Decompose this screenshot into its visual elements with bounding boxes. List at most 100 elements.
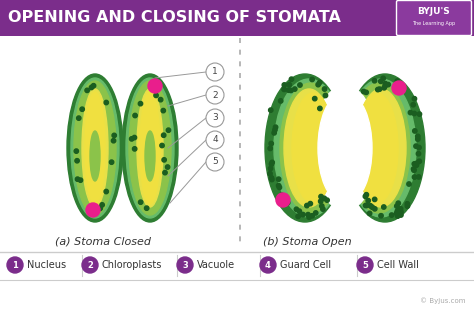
- Circle shape: [375, 87, 380, 92]
- Circle shape: [269, 108, 273, 112]
- Circle shape: [373, 197, 377, 202]
- Ellipse shape: [265, 74, 345, 222]
- Circle shape: [286, 88, 291, 92]
- Circle shape: [392, 81, 406, 95]
- Circle shape: [377, 87, 382, 91]
- Circle shape: [412, 162, 417, 166]
- Circle shape: [269, 162, 273, 166]
- Text: 4: 4: [265, 261, 271, 270]
- Circle shape: [161, 108, 165, 113]
- Text: 1: 1: [12, 261, 18, 270]
- Circle shape: [206, 109, 224, 127]
- Text: © Byjus.com: © Byjus.com: [420, 297, 466, 304]
- Circle shape: [325, 198, 329, 202]
- Circle shape: [89, 85, 94, 90]
- Circle shape: [399, 210, 403, 214]
- Circle shape: [78, 178, 82, 183]
- Circle shape: [268, 166, 273, 171]
- Circle shape: [282, 83, 286, 87]
- Ellipse shape: [318, 95, 364, 201]
- Circle shape: [362, 89, 366, 94]
- Ellipse shape: [137, 89, 163, 207]
- Circle shape: [158, 97, 163, 102]
- Circle shape: [383, 84, 387, 88]
- Circle shape: [357, 257, 373, 273]
- Circle shape: [132, 135, 137, 140]
- Circle shape: [416, 137, 420, 141]
- Circle shape: [395, 214, 400, 218]
- Circle shape: [364, 203, 368, 208]
- Circle shape: [399, 207, 403, 211]
- Circle shape: [390, 213, 394, 217]
- Circle shape: [382, 85, 386, 90]
- Circle shape: [405, 204, 410, 208]
- Circle shape: [322, 196, 327, 201]
- Circle shape: [367, 211, 372, 216]
- Text: 2: 2: [87, 261, 93, 270]
- Ellipse shape: [82, 89, 108, 207]
- Circle shape: [282, 196, 286, 200]
- Circle shape: [74, 149, 79, 153]
- Circle shape: [398, 212, 402, 217]
- Circle shape: [405, 202, 410, 206]
- Ellipse shape: [74, 81, 116, 215]
- Circle shape: [412, 96, 417, 101]
- Circle shape: [162, 158, 166, 162]
- Text: 5: 5: [212, 158, 218, 167]
- Circle shape: [395, 79, 400, 83]
- Circle shape: [401, 84, 405, 89]
- Text: Vacuole: Vacuole: [197, 260, 235, 270]
- Circle shape: [323, 93, 328, 98]
- Circle shape: [313, 211, 318, 215]
- Circle shape: [394, 211, 399, 215]
- Circle shape: [7, 257, 23, 273]
- Circle shape: [411, 103, 415, 107]
- Circle shape: [129, 137, 134, 141]
- Ellipse shape: [324, 88, 376, 208]
- Text: 2: 2: [212, 90, 218, 100]
- Circle shape: [276, 177, 281, 181]
- Ellipse shape: [67, 74, 123, 222]
- Ellipse shape: [122, 74, 178, 222]
- Circle shape: [281, 197, 285, 202]
- Circle shape: [382, 205, 386, 209]
- Circle shape: [289, 77, 294, 81]
- Ellipse shape: [140, 92, 160, 204]
- Circle shape: [270, 177, 274, 182]
- Circle shape: [414, 144, 418, 148]
- Circle shape: [368, 204, 373, 208]
- Circle shape: [383, 81, 388, 86]
- Ellipse shape: [346, 79, 416, 217]
- Circle shape: [109, 160, 114, 164]
- Circle shape: [269, 176, 273, 180]
- Circle shape: [104, 100, 109, 105]
- Circle shape: [417, 112, 422, 116]
- Circle shape: [75, 158, 79, 163]
- Ellipse shape: [71, 78, 119, 218]
- Circle shape: [273, 128, 277, 132]
- Circle shape: [386, 82, 391, 87]
- Circle shape: [412, 111, 417, 116]
- Circle shape: [396, 81, 401, 86]
- Circle shape: [165, 165, 170, 169]
- Ellipse shape: [292, 93, 334, 203]
- Ellipse shape: [356, 89, 406, 207]
- Circle shape: [416, 152, 421, 156]
- Circle shape: [145, 206, 149, 210]
- Text: Guard Cell: Guard Cell: [280, 260, 331, 270]
- Circle shape: [322, 87, 327, 91]
- Circle shape: [160, 143, 164, 148]
- Circle shape: [91, 84, 96, 88]
- Ellipse shape: [284, 89, 334, 207]
- Text: Nucleus: Nucleus: [27, 260, 66, 270]
- FancyBboxPatch shape: [396, 1, 472, 36]
- Circle shape: [148, 79, 162, 93]
- Circle shape: [319, 204, 324, 208]
- Circle shape: [312, 96, 317, 101]
- Circle shape: [289, 88, 293, 93]
- Circle shape: [310, 214, 314, 218]
- Circle shape: [98, 206, 102, 211]
- Circle shape: [82, 257, 98, 273]
- Ellipse shape: [145, 131, 155, 181]
- Circle shape: [287, 82, 292, 87]
